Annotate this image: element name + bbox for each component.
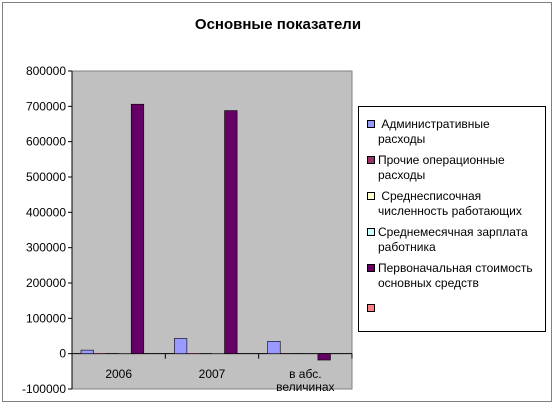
legend-label: Среднемесячная зарплата работника	[378, 225, 528, 254]
legend-swatch	[367, 156, 375, 164]
y-tick-label: 800000	[26, 64, 66, 78]
y-tick-label: 200000	[26, 276, 66, 290]
y-tick-label: 100000	[26, 311, 66, 325]
bar	[93, 353, 107, 354]
bar	[317, 353, 331, 361]
legend-label: Среднесписочная численность работающих	[378, 189, 522, 218]
legend-swatch	[367, 228, 375, 236]
bar	[267, 340, 281, 354]
bar	[80, 349, 94, 354]
bar	[130, 103, 145, 354]
legend-swatch	[367, 264, 375, 272]
legend-swatch	[367, 120, 375, 128]
x-tick-label: 2007	[199, 367, 226, 381]
chart-title: Основные показатели	[194, 16, 362, 33]
x-tick-label: величинах	[276, 380, 334, 394]
y-tick-label: 400000	[26, 205, 66, 219]
y-tick-label: 500000	[26, 170, 66, 184]
chart-legend: Административные расходы Прочие операцион…	[358, 106, 546, 332]
legend-swatch	[367, 192, 375, 200]
bar	[224, 110, 238, 354]
x-tick-label: в абс.	[289, 367, 321, 381]
legend-label: Первоначальная стоимость основных средст…	[378, 261, 533, 290]
x-tick-label: 2006	[105, 367, 132, 381]
legend-swatch	[367, 304, 375, 312]
bar	[174, 338, 188, 354]
y-tick-label: 300000	[26, 241, 66, 255]
y-tick-label: 700000	[26, 99, 66, 113]
plot-area	[71, 70, 353, 390]
y-tick-label: 0	[59, 347, 66, 361]
bar	[186, 353, 200, 354]
legend-label: Административные расходы	[378, 117, 490, 146]
y-tick-label: -100000	[22, 382, 66, 396]
legend-label: Прочие операционные расходы	[378, 153, 505, 182]
y-tick-label: 600000	[26, 135, 66, 149]
